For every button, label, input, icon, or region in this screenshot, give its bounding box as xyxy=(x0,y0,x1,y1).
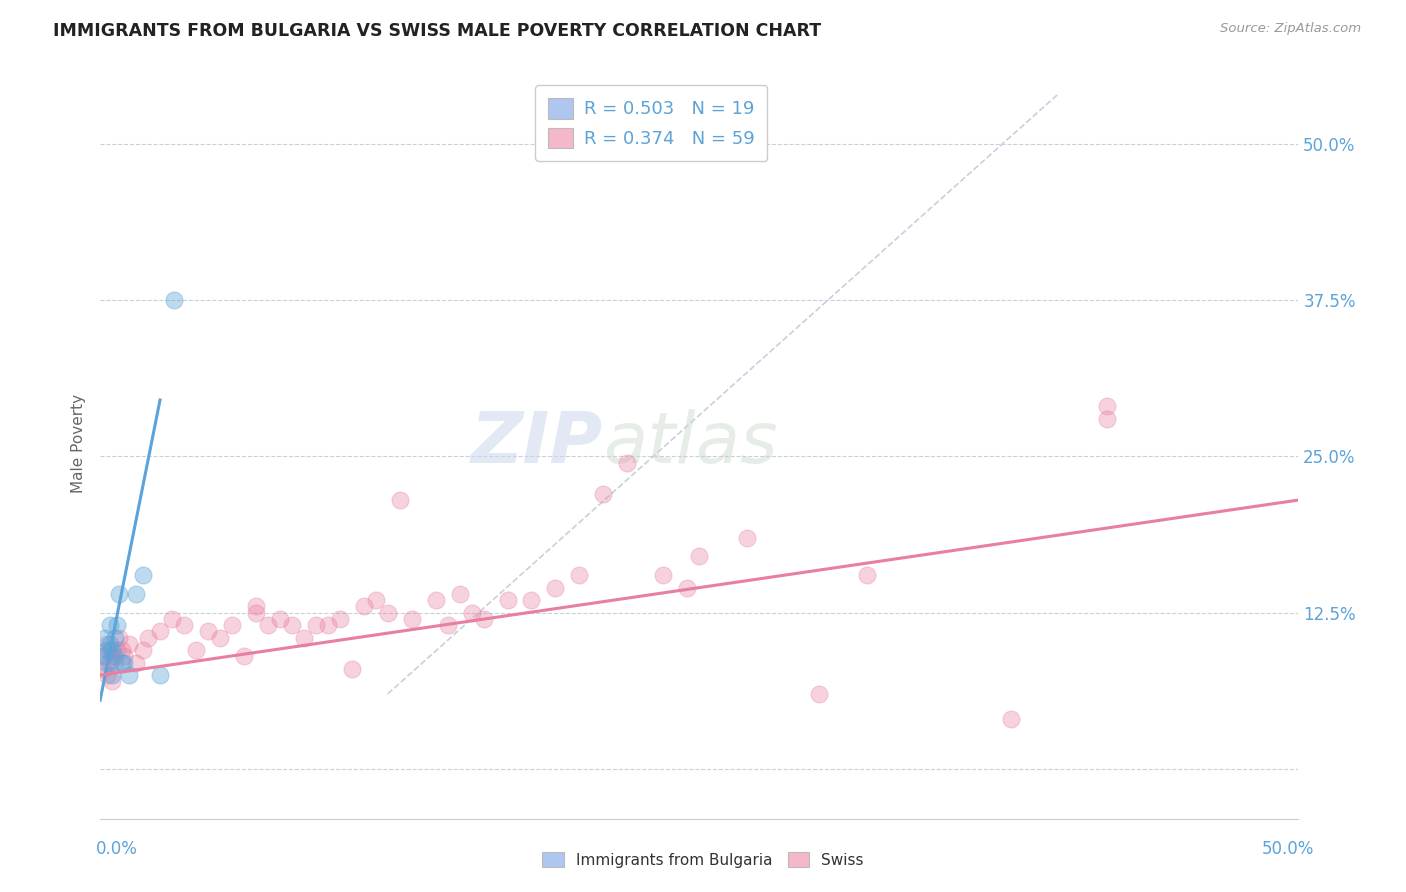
Point xyxy=(496,593,519,607)
Point xyxy=(101,674,124,689)
Point xyxy=(245,606,267,620)
Point xyxy=(118,637,141,651)
Point xyxy=(449,587,471,601)
Point xyxy=(112,649,135,664)
Point xyxy=(676,581,699,595)
Point xyxy=(436,618,458,632)
Text: ZIP: ZIP xyxy=(471,409,603,478)
Point xyxy=(364,593,387,607)
Point xyxy=(257,618,280,632)
Point xyxy=(101,649,124,664)
Point xyxy=(221,618,243,632)
Point xyxy=(1095,399,1118,413)
Point xyxy=(101,668,124,682)
Point xyxy=(103,649,125,664)
Point xyxy=(1000,712,1022,726)
Point xyxy=(149,624,172,639)
Point xyxy=(735,531,758,545)
Point xyxy=(688,549,710,564)
Point xyxy=(269,612,291,626)
Legend: R = 0.503   N = 19, R = 0.374   N = 59: R = 0.503 N = 19, R = 0.374 N = 59 xyxy=(536,85,768,161)
Point xyxy=(96,668,118,682)
Point xyxy=(105,618,128,632)
Point xyxy=(208,631,231,645)
Point xyxy=(94,649,117,664)
Point xyxy=(98,618,121,632)
Point xyxy=(136,631,159,645)
Point xyxy=(388,493,411,508)
Point xyxy=(1095,411,1118,425)
Point xyxy=(112,656,135,670)
Point xyxy=(96,637,118,651)
Point xyxy=(132,568,155,582)
Point xyxy=(125,656,148,670)
Point xyxy=(401,612,423,626)
Point xyxy=(149,668,172,682)
Point xyxy=(160,612,183,626)
Point xyxy=(118,668,141,682)
Point xyxy=(808,687,831,701)
Point xyxy=(281,618,304,632)
Point xyxy=(91,662,114,676)
Point xyxy=(125,587,148,601)
Point xyxy=(245,599,267,614)
Point xyxy=(94,631,117,645)
Point xyxy=(652,568,675,582)
Point xyxy=(108,631,131,645)
Point xyxy=(103,631,125,645)
Point xyxy=(377,606,399,620)
Point xyxy=(105,643,128,657)
Point xyxy=(197,624,219,639)
Point xyxy=(132,643,155,657)
Point xyxy=(98,656,121,670)
Point xyxy=(101,643,124,657)
Point xyxy=(425,593,447,607)
Point xyxy=(592,487,614,501)
Point xyxy=(232,649,254,664)
Text: 50.0%: 50.0% xyxy=(1263,840,1315,858)
Point xyxy=(96,656,118,670)
Point xyxy=(292,631,315,645)
Point xyxy=(111,656,134,670)
Point xyxy=(616,136,638,151)
Point xyxy=(98,643,121,657)
Point xyxy=(544,581,567,595)
Point xyxy=(616,456,638,470)
Point xyxy=(173,618,195,632)
Point xyxy=(91,649,114,664)
Point xyxy=(184,643,207,657)
Point xyxy=(472,612,495,626)
Text: Source: ZipAtlas.com: Source: ZipAtlas.com xyxy=(1220,22,1361,36)
Point xyxy=(316,618,339,632)
Point xyxy=(305,618,328,632)
Point xyxy=(856,568,879,582)
Legend: Immigrants from Bulgaria, Swiss: Immigrants from Bulgaria, Swiss xyxy=(536,846,870,873)
Point xyxy=(96,643,118,657)
Text: atlas: atlas xyxy=(603,409,778,478)
Point xyxy=(111,643,134,657)
Text: 0.0%: 0.0% xyxy=(96,840,138,858)
Point xyxy=(108,587,131,601)
Point xyxy=(460,606,482,620)
Point xyxy=(103,656,125,670)
Point xyxy=(340,662,363,676)
Point xyxy=(353,599,375,614)
Y-axis label: Male Poverty: Male Poverty xyxy=(72,394,86,493)
Point xyxy=(163,293,186,307)
Point xyxy=(520,593,543,607)
Point xyxy=(98,637,121,651)
Point xyxy=(568,568,591,582)
Text: IMMIGRANTS FROM BULGARIA VS SWISS MALE POVERTY CORRELATION CHART: IMMIGRANTS FROM BULGARIA VS SWISS MALE P… xyxy=(53,22,821,40)
Point xyxy=(329,612,352,626)
